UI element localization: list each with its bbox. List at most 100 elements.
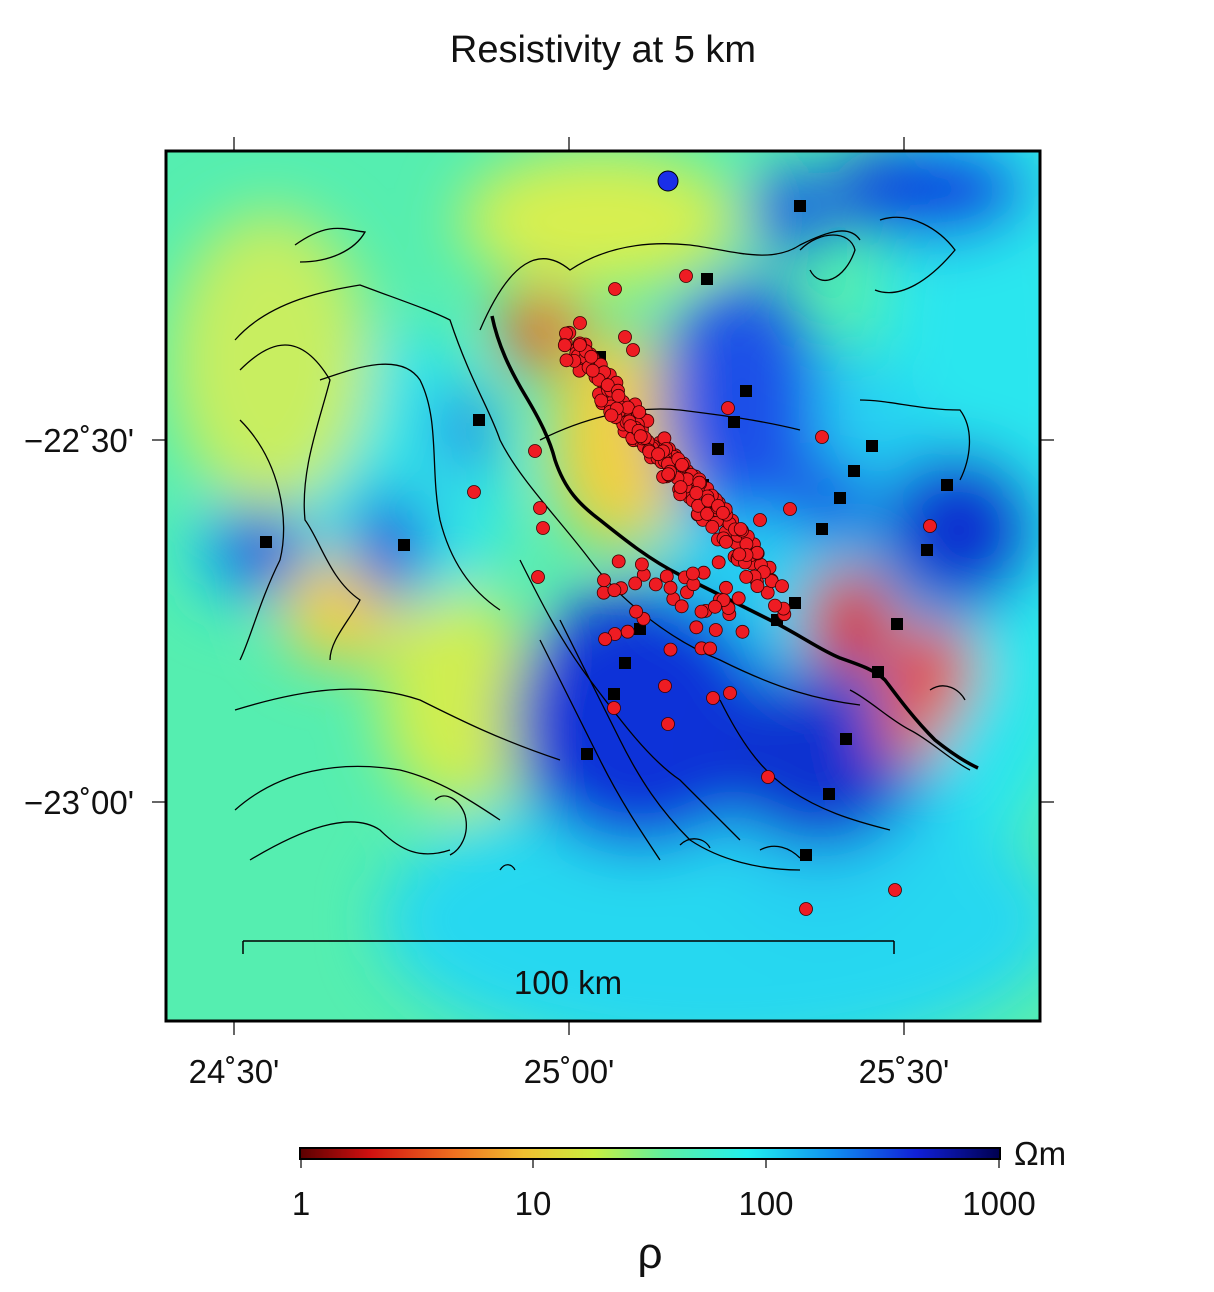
- colorbar-tick-100: 100: [738, 1185, 793, 1222]
- earthquake-marker: [528, 444, 542, 458]
- station-marker: [789, 597, 801, 609]
- earthquake-marker: [633, 429, 648, 444]
- earthquake-marker: [559, 326, 573, 341]
- colorbar: [299, 1147, 1001, 1160]
- earthquake-marker: [536, 521, 550, 535]
- station-marker: [581, 748, 593, 760]
- earthquake-marker: [632, 405, 647, 420]
- earthquake-marker: [673, 480, 688, 495]
- earthquake-marker: [663, 580, 678, 595]
- resistivity-heatmap: [170, 151, 1040, 1021]
- earthquake-marker: [686, 566, 700, 581]
- station-marker: [834, 492, 846, 504]
- station-marker: [866, 440, 878, 452]
- earthquake-marker: [628, 576, 643, 591]
- earthquake-marker: [651, 447, 665, 462]
- earthquake-marker: [721, 401, 735, 415]
- map-title: Resistivity at 5 km: [450, 29, 756, 71]
- earthquake-marker: [573, 316, 587, 330]
- earthquake-marker: [607, 583, 622, 598]
- earthquake-marker: [635, 557, 649, 572]
- earthquake-marker: [719, 580, 733, 595]
- station-marker: [712, 443, 724, 455]
- scale-bar: [242, 940, 895, 954]
- earthquake-marker: [753, 513, 767, 527]
- map-area: 100 km: [166, 151, 1040, 1021]
- lon-tick-label-2: 25˚00': [524, 1053, 615, 1090]
- colorbar-ticks: [300, 1159, 1000, 1168]
- earthquake-marker: [658, 679, 672, 693]
- earthquake-marker: [705, 520, 720, 534]
- earthquake-marker: [604, 408, 619, 423]
- lon-tick-label-3: 25˚30': [859, 1053, 950, 1090]
- earthquake-marker: [648, 577, 663, 592]
- station-marker: [398, 539, 410, 551]
- earthquake-marker: [629, 604, 643, 619]
- blue-event-marker: [657, 170, 679, 192]
- station-marker: [823, 788, 835, 800]
- earthquake-marker: [739, 570, 754, 584]
- colorbar-tick-10: 10: [515, 1185, 552, 1222]
- earthquake-marker: [626, 343, 640, 357]
- earthquake-marker: [597, 573, 611, 588]
- earthquake-marker: [815, 430, 829, 444]
- earthquake-marker: [679, 269, 693, 283]
- station-marker: [848, 465, 860, 477]
- earthquake-marker: [661, 717, 675, 731]
- earthquake-marker: [611, 554, 626, 569]
- earthquake-marker: [584, 349, 599, 364]
- station-marker: [941, 479, 953, 491]
- colorbar-tick-1000: 1000: [962, 1185, 1035, 1222]
- earthquake-marker: [467, 485, 481, 499]
- earthquake-marker: [708, 599, 722, 614]
- station-marker: [816, 523, 828, 535]
- earthquake-marker: [531, 570, 545, 584]
- station-marker: [473, 414, 485, 426]
- earthquake-marker: [923, 519, 937, 533]
- lon-tick-label-1: 24˚30': [189, 1053, 280, 1090]
- earthquake-marker: [611, 388, 626, 403]
- earthquake-marker: [573, 338, 587, 352]
- station-marker: [619, 657, 631, 669]
- earthquake-marker: [733, 522, 748, 536]
- fault-line: [490, 315, 979, 770]
- earthquake-marker: [663, 642, 678, 657]
- map-frame: [164, 149, 1042, 1023]
- earthquake-marker: [888, 883, 902, 897]
- earthquake-markers: [467, 269, 937, 916]
- earthquake-marker: [618, 330, 632, 344]
- station-marker: [800, 849, 812, 861]
- earthquake-marker: [783, 502, 797, 516]
- lat-tick-label-1: −22˚30': [24, 422, 134, 459]
- earthquake-marker: [689, 486, 704, 500]
- station-marker: [260, 536, 272, 548]
- earthquake-marker: [594, 393, 609, 408]
- colorbar-symbol: ρ: [637, 1229, 662, 1278]
- station-marker: [921, 544, 933, 556]
- earthquake-marker: [675, 457, 689, 472]
- earthquake-marker: [732, 547, 747, 562]
- earthquake-marker: [775, 579, 789, 593]
- earthquake-marker: [799, 902, 813, 916]
- earthquake-marker: [620, 624, 635, 639]
- earthquake-marker: [719, 535, 733, 549]
- earthquake-marker: [708, 623, 723, 637]
- station-marker: [872, 666, 884, 678]
- earthquake-marker: [598, 632, 612, 646]
- earthquake-marker: [585, 363, 600, 378]
- earthquake-marker: [557, 338, 572, 353]
- earthquake-marker: [661, 467, 676, 482]
- coastline-contours: [234, 216, 971, 871]
- earthquake-marker: [768, 598, 782, 613]
- station-marker: [728, 416, 740, 428]
- earthquake-marker: [735, 624, 750, 639]
- station-marker: [794, 200, 806, 212]
- earthquake-marker: [608, 282, 622, 296]
- colorbar-unit: Ωm: [1014, 1135, 1066, 1172]
- earthquake-marker: [716, 506, 730, 520]
- station-marker: [840, 733, 852, 745]
- station-marker: [701, 273, 713, 285]
- lat-tick-label-2: −23˚00': [24, 784, 134, 821]
- earthquake-marker: [689, 620, 704, 635]
